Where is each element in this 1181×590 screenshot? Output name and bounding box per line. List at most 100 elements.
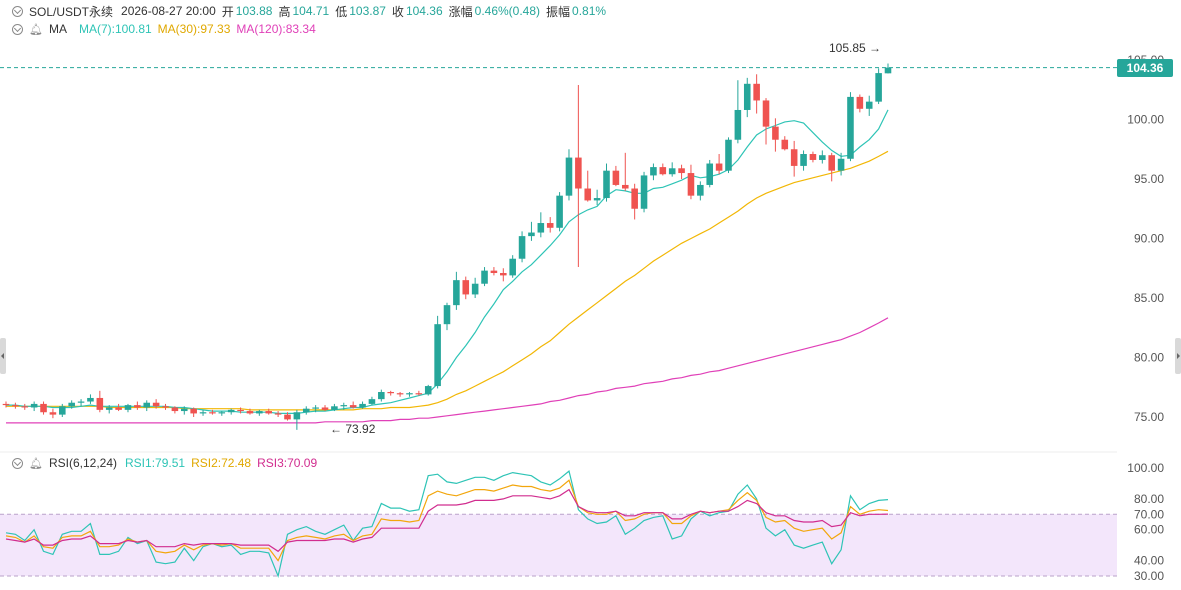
candle[interactable] <box>462 276 470 300</box>
candle[interactable] <box>575 84 582 268</box>
candle[interactable] <box>124 403 132 413</box>
candle[interactable] <box>697 181 704 201</box>
candle[interactable] <box>312 405 319 413</box>
candle[interactable] <box>715 154 723 175</box>
candle[interactable] <box>237 407 244 414</box>
bell-icon[interactable]: 🔔︎ <box>29 457 43 470</box>
candle[interactable] <box>762 98 770 145</box>
candle[interactable] <box>162 403 169 410</box>
candle[interactable] <box>77 399 85 407</box>
candle[interactable] <box>650 163 657 181</box>
candle[interactable] <box>884 63 892 74</box>
candle[interactable] <box>631 183 638 220</box>
candle[interactable] <box>847 92 854 162</box>
bell-icon[interactable]: 🔔︎ <box>29 23 43 36</box>
candle[interactable] <box>359 401 366 409</box>
candle[interactable] <box>2 401 10 408</box>
candle[interactable] <box>593 189 601 206</box>
scroll-right-button[interactable] <box>1175 338 1181 374</box>
candle[interactable] <box>772 118 779 152</box>
candle[interactable] <box>331 403 338 412</box>
candle[interactable] <box>199 409 207 416</box>
candle[interactable] <box>218 411 226 416</box>
candle[interactable] <box>143 400 151 412</box>
candle[interactable] <box>640 171 648 213</box>
candle[interactable] <box>668 162 676 177</box>
candle[interactable] <box>59 403 66 417</box>
candle[interactable] <box>837 152 845 176</box>
candle[interactable] <box>387 390 394 396</box>
candle[interactable] <box>171 406 179 414</box>
candle[interactable] <box>809 151 817 163</box>
candle[interactable] <box>490 267 498 276</box>
candle[interactable] <box>340 402 348 410</box>
candle[interactable] <box>546 217 554 233</box>
candle[interactable] <box>828 152 835 182</box>
candle[interactable] <box>584 170 592 202</box>
candle[interactable] <box>256 409 263 416</box>
candle[interactable] <box>565 149 573 201</box>
candle[interactable] <box>265 408 273 415</box>
candle[interactable] <box>781 136 789 151</box>
candle[interactable] <box>30 401 38 412</box>
candle[interactable] <box>865 95 873 116</box>
candle[interactable] <box>87 394 94 404</box>
candle[interactable] <box>49 408 57 419</box>
candle[interactable] <box>152 399 160 409</box>
candle[interactable] <box>659 163 667 176</box>
candle[interactable] <box>293 409 301 430</box>
candle[interactable] <box>875 68 882 105</box>
candle[interactable] <box>40 401 47 415</box>
candle[interactable] <box>687 164 695 200</box>
candle[interactable] <box>321 405 329 412</box>
candle[interactable] <box>481 267 488 287</box>
candle[interactable] <box>349 401 357 409</box>
candle[interactable] <box>856 94 864 113</box>
candle[interactable] <box>284 412 291 421</box>
candle[interactable] <box>790 140 798 177</box>
candle[interactable] <box>415 390 423 396</box>
scroll-left-button[interactable] <box>0 338 6 374</box>
candle[interactable] <box>603 163 610 202</box>
candle[interactable] <box>612 165 620 187</box>
candle[interactable] <box>509 255 516 278</box>
candle[interactable] <box>743 77 751 118</box>
candle[interactable] <box>471 277 479 298</box>
collapse-chevron-icon[interactable] <box>12 5 23 17</box>
candle[interactable] <box>621 152 629 191</box>
candle[interactable] <box>443 302 451 331</box>
candle[interactable] <box>734 80 742 144</box>
candle[interactable] <box>678 164 685 179</box>
candle[interactable] <box>500 268 507 282</box>
candle[interactable] <box>424 384 432 396</box>
candle[interactable] <box>706 159 714 188</box>
collapse-chevron-icon[interactable] <box>12 457 23 469</box>
candle[interactable] <box>753 74 760 114</box>
candle[interactable] <box>800 150 807 171</box>
candle[interactable] <box>725 137 732 174</box>
candle[interactable] <box>21 403 29 410</box>
candle[interactable] <box>537 212 545 238</box>
candle[interactable] <box>246 408 254 415</box>
candle[interactable] <box>96 390 104 413</box>
candle[interactable] <box>274 411 282 417</box>
candle[interactable] <box>227 408 235 415</box>
candle[interactable] <box>302 406 310 415</box>
candle[interactable] <box>180 406 188 415</box>
candle[interactable] <box>406 392 413 397</box>
candle[interactable] <box>134 401 141 410</box>
candle[interactable] <box>528 221 535 241</box>
candle[interactable] <box>105 405 113 414</box>
candle[interactable] <box>518 231 526 263</box>
candle[interactable] <box>378 389 385 402</box>
candle[interactable] <box>68 400 75 409</box>
candle[interactable] <box>434 315 441 389</box>
candle[interactable] <box>819 150 826 164</box>
candle[interactable] <box>556 192 563 232</box>
candle[interactable] <box>396 392 404 397</box>
candle[interactable] <box>368 396 376 406</box>
collapse-chevron-icon[interactable] <box>12 23 23 35</box>
candle[interactable] <box>115 403 122 412</box>
candle[interactable] <box>12 402 19 409</box>
